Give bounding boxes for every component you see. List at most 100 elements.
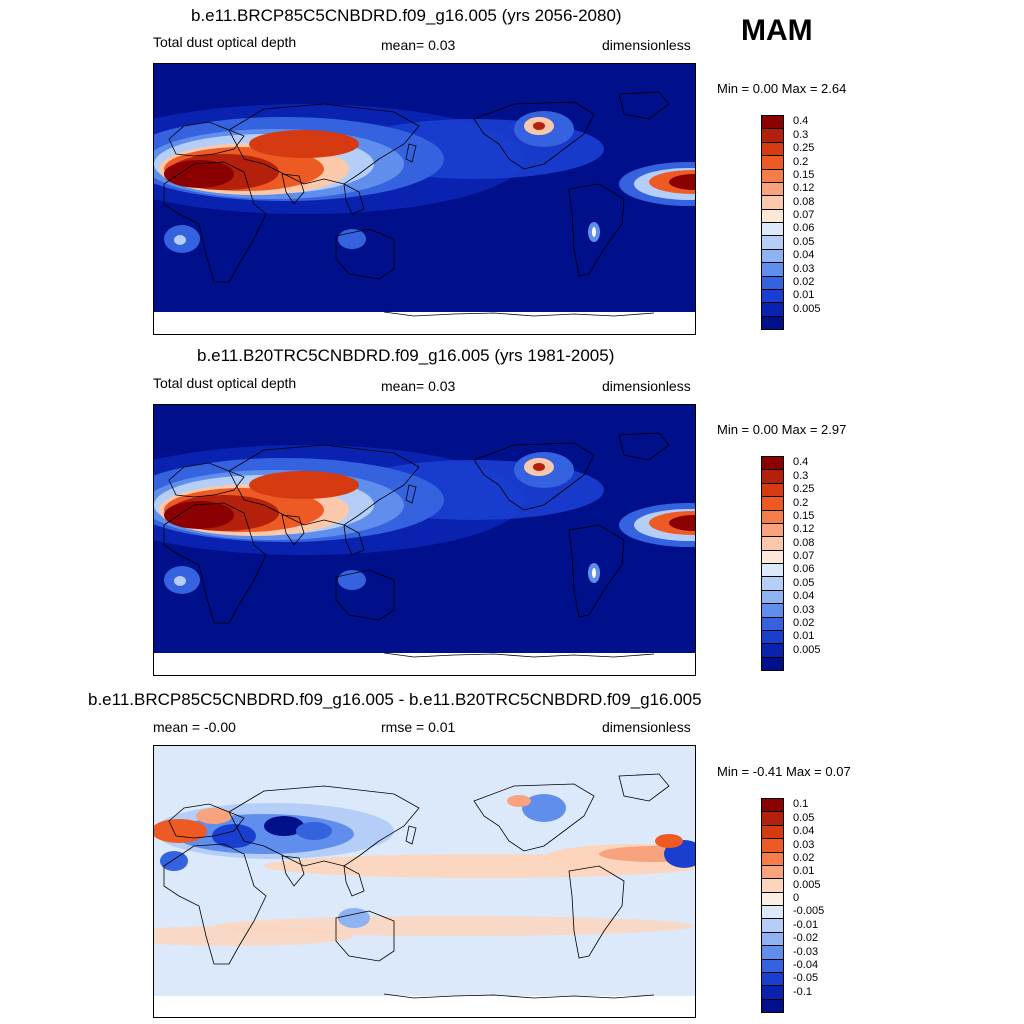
colorbar-tick-label: 0.03 bbox=[793, 603, 815, 616]
panel2-units-label: dimensionless bbox=[602, 378, 691, 394]
colorbar-swatch bbox=[761, 931, 784, 947]
colorbar-swatch bbox=[761, 235, 784, 250]
colorbar-tick-label: 0.25 bbox=[793, 142, 815, 155]
colorbar-tick-label: 0.005 bbox=[793, 643, 821, 656]
panel2-title: b.e11.B20TRC5CNBDRD.f09_g16.005 (yrs 198… bbox=[197, 346, 615, 365]
colorbar-tick-label: 0.4 bbox=[793, 115, 809, 128]
colorbar-swatch bbox=[761, 838, 784, 853]
colorbar-swatch bbox=[761, 549, 784, 564]
panel2-mean-label: mean= 0.03 bbox=[381, 378, 456, 394]
colorbar-tick-label: -0.03 bbox=[793, 945, 819, 958]
colorbar-tick-label: -0.02 bbox=[793, 932, 819, 945]
season-label: MAM bbox=[741, 14, 813, 47]
panel1-mean-label: mean= 0.03 bbox=[381, 37, 456, 53]
panel3-map bbox=[153, 745, 696, 1018]
colorbar-swatch bbox=[761, 998, 784, 1013]
colorbar-tick-label: 0 bbox=[793, 892, 800, 904]
colorbar-swatch bbox=[761, 288, 784, 304]
colorbar-tick-label: 0.07 bbox=[793, 550, 815, 562]
colorbar-swatch bbox=[761, 128, 784, 143]
colorbar-tick-label: 0.02 bbox=[793, 275, 815, 288]
colorbar-swatch bbox=[761, 864, 784, 880]
colorbar-swatch bbox=[761, 576, 784, 591]
colorbar-tick-label: 0.15 bbox=[793, 509, 815, 522]
colorbar-tick-label: 0.01 bbox=[793, 289, 815, 302]
colorbar-swatch bbox=[761, 469, 784, 484]
colorbar-tick-label: 0.25 bbox=[793, 483, 815, 496]
colorbar-swatch bbox=[761, 811, 784, 826]
colorbar-tick-label: 0.07 bbox=[793, 209, 815, 221]
colorbar-tick-label: 0.04 bbox=[793, 249, 815, 262]
colorbar-tick-label: 0.12 bbox=[793, 523, 815, 536]
colorbar-swatch bbox=[761, 971, 784, 987]
colorbar-swatch bbox=[761, 115, 784, 130]
colorbar-swatch bbox=[761, 181, 784, 197]
panel2-variable-label: Total dust optical depth bbox=[153, 375, 297, 391]
colorbar-tick-label: 0.05 bbox=[793, 235, 815, 248]
panel3-colorbar: 0.1 0.05 0.04 0.03 0.02 0.01 0.005 0 -0.005 -0.01… bbox=[761, 798, 824, 1013]
colorbar-swatch bbox=[761, 616, 784, 631]
colorbar-swatch bbox=[761, 851, 784, 866]
colorbar-swatch bbox=[761, 563, 784, 578]
colorbar-tick-label: 0.005 bbox=[793, 878, 821, 891]
colorbar-swatch bbox=[761, 958, 784, 973]
colorbar-swatch bbox=[761, 262, 784, 277]
panel1-map bbox=[153, 63, 696, 335]
colorbar-tick-label: 0.4 bbox=[793, 456, 809, 469]
colorbar-swatch bbox=[761, 222, 784, 237]
colorbar-swatch bbox=[761, 945, 784, 960]
panel2-map bbox=[153, 404, 696, 676]
colorbar-tick-label: 0.05 bbox=[793, 576, 815, 589]
colorbar-swatch bbox=[761, 891, 784, 906]
colorbar-swatch bbox=[761, 248, 784, 264]
colorbar-tick-label: 0.04 bbox=[793, 590, 815, 603]
colorbar-swatch bbox=[761, 536, 784, 551]
panel1-units-label: dimensionless bbox=[602, 37, 691, 53]
colorbar-swatch bbox=[761, 656, 784, 671]
colorbar-swatch bbox=[761, 603, 784, 618]
colorbar-swatch bbox=[761, 629, 784, 645]
panel3-title: b.e11.BRCP85C5CNBDRD.f09_g16.005 - b.e11… bbox=[88, 690, 702, 709]
colorbar-swatch bbox=[761, 275, 784, 290]
panel2-minmax-label: Min = 0.00 Max = 2.97 bbox=[717, 422, 847, 437]
colorbar-swatch bbox=[761, 302, 784, 317]
colorbar-swatch bbox=[761, 496, 784, 511]
colorbar-tick-label: 0.1 bbox=[793, 798, 809, 811]
colorbar-swatch bbox=[761, 985, 784, 1000]
panel1-colorbar: 0.4 0.3 0.25 0.2 0.15 0.12 0.08 0.07 0.06 0.05 0.0… bbox=[761, 115, 821, 330]
colorbar-swatch bbox=[761, 208, 784, 223]
panel2-colorbar: 0.4 0.3 0.25 0.2 0.15 0.12 0.08 0.07 0.06 0.05 0.0… bbox=[761, 456, 821, 671]
colorbar-swatch bbox=[761, 482, 784, 498]
colorbar-tick-label: 0.02 bbox=[793, 616, 815, 629]
colorbar-swatch bbox=[761, 905, 784, 920]
colorbar-swatch bbox=[761, 798, 784, 813]
panel1-title: b.e11.BRCP85C5CNBDRD.f09_g16.005 (yrs 20… bbox=[191, 6, 622, 25]
colorbar-tick-label: -0.01 bbox=[793, 918, 819, 931]
colorbar-tick-label: -0.04 bbox=[793, 958, 819, 971]
colorbar-tick-label: 0.12 bbox=[793, 182, 815, 195]
colorbar-tick-label: -0.05 bbox=[793, 972, 819, 985]
colorbar-tick-label: -0.005 bbox=[793, 905, 825, 918]
colorbar-tick-label: 0.2 bbox=[793, 155, 809, 168]
colorbar-swatch bbox=[761, 878, 784, 893]
colorbar-tick-label: 0.005 bbox=[793, 302, 821, 315]
colorbar-tick-label: 0.06 bbox=[793, 222, 815, 235]
colorbar-tick-label: -0.1 bbox=[793, 985, 812, 998]
colorbar-tick-label: 0.2 bbox=[793, 496, 809, 509]
panel1-variable-label: Total dust optical depth bbox=[153, 34, 297, 50]
colorbar-tick-label: 0.03 bbox=[793, 838, 815, 851]
colorbar-swatch bbox=[761, 168, 784, 183]
panel3-minmax-label: Min = -0.41 Max = 0.07 bbox=[717, 764, 851, 779]
colorbar-tick-label: 0.08 bbox=[793, 536, 815, 549]
panel3-units-label: dimensionless bbox=[602, 719, 691, 735]
colorbar-swatch bbox=[761, 522, 784, 538]
colorbar-tick-label: 0.02 bbox=[793, 851, 815, 864]
colorbar-tick-label: 0.04 bbox=[793, 825, 815, 838]
colorbar-tick-label: 0.05 bbox=[793, 811, 815, 824]
panel3-mean-label: mean = -0.00 bbox=[153, 719, 236, 735]
colorbar-swatch bbox=[761, 643, 784, 658]
colorbar-tick-label: 0.01 bbox=[793, 630, 815, 643]
colorbar-swatch bbox=[761, 589, 784, 605]
colorbar-tick-label: 0.06 bbox=[793, 563, 815, 576]
colorbar-tick-label: 0.3 bbox=[793, 128, 809, 141]
